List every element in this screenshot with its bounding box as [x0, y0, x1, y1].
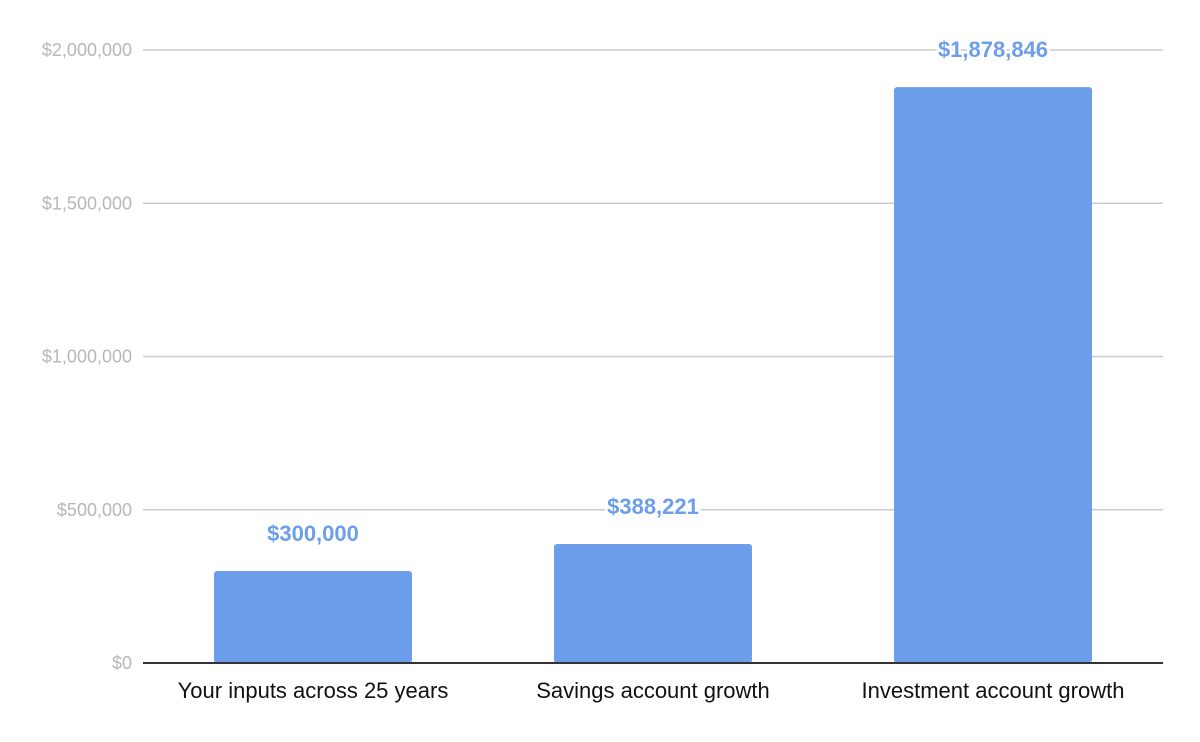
bar — [894, 87, 1092, 664]
data-label: $1,878,846 — [938, 37, 1048, 62]
y-tick-label: $0 — [112, 653, 132, 673]
y-tick-label: $1,000,000 — [42, 347, 132, 367]
bar — [214, 571, 412, 663]
bars — [214, 87, 1092, 664]
y-axis-tick-labels: $0 $500,000 $1,000,000 $1,500,000 $2,000,000 — [42, 40, 132, 673]
y-tick-label: $500,000 — [57, 500, 132, 520]
y-tick-label: $2,000,000 — [42, 40, 132, 60]
x-category-label: Investment account growth — [862, 678, 1125, 703]
y-tick-label: $1,500,000 — [42, 193, 132, 213]
x-category-label: Your inputs across 25 years — [178, 678, 449, 703]
data-label: $300,000 — [267, 521, 359, 546]
x-axis-category-labels: Your inputs across 25 years Savings accou… — [178, 678, 1125, 703]
bar — [554, 544, 752, 663]
data-label: $388,221 — [607, 494, 699, 519]
x-category-label: Savings account growth — [536, 678, 770, 703]
data-labels: $300,000 $388,221 $1,878,846 — [265, 35, 1051, 549]
